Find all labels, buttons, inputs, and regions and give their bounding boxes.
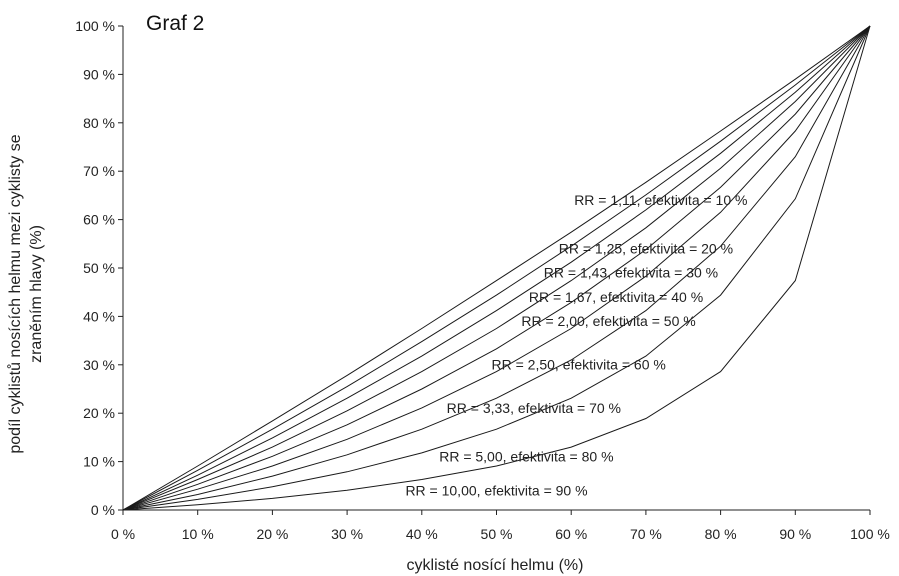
y-tick-label: 20 % [83, 405, 115, 421]
series-line [122, 25, 871, 511]
series-label: RR = 5,00, efektivita = 80 % [439, 449, 613, 465]
x-tick-label: 80 % [705, 526, 737, 542]
series-label: RR = 3,33, efektivita = 70 % [447, 400, 621, 416]
y-axis-title-line-2: zraněním hlavy (%) [28, 225, 45, 363]
x-tick-label: 40 % [406, 526, 438, 542]
series-label: RR = 10,00, efektivita = 90 % [405, 482, 587, 498]
x-tick-label: 0 % [111, 526, 135, 542]
series-line [122, 25, 871, 511]
y-tick-label: 0 % [91, 502, 115, 518]
series-labels: RR = 1,11, efektivita = 10 % RR = 1,25, e… [405, 192, 747, 498]
series-label: RR = 1,43, efektivita = 30 % [544, 265, 718, 281]
x-tick-label: 30 % [331, 526, 363, 542]
y-tick-label: 40 % [83, 308, 115, 324]
y-tick-label: 60 % [83, 212, 115, 228]
series-line [122, 25, 871, 511]
y-tick-label: 90 % [83, 66, 115, 82]
series-lines [122, 25, 871, 511]
series-label: RR = 1,67, efektivita = 40 % [529, 289, 703, 305]
series-line [122, 25, 871, 511]
x-tick-label: 20 % [256, 526, 288, 542]
y-tick-label: 100 % [75, 18, 115, 34]
series-label: RR = 1,25, efektivita = 20 % [559, 240, 733, 256]
y-tick-label: 80 % [83, 115, 115, 131]
y-tick-label: 70 % [83, 163, 115, 179]
x-tick-label: 50 % [481, 526, 513, 542]
series-line [122, 25, 871, 511]
series-line [122, 25, 871, 511]
x-axis-title: cyklisté nosící helmu (%) [407, 557, 584, 574]
x-tick-label: 10 % [182, 526, 214, 542]
y-tick-label: 10 % [83, 454, 115, 470]
x-tick-label: 60 % [555, 526, 587, 542]
series-label: RR = 2,50, efektivita = 60 % [492, 357, 666, 373]
y-tick-label: 30 % [83, 357, 115, 373]
x-tick-label: 100 % [850, 526, 890, 542]
series-label: RR = 1,11, efektivita = 10 % [574, 192, 747, 208]
series-label: RR = 2,00, efektivita = 50 % [521, 313, 695, 329]
y-tick-label: 50 % [83, 260, 115, 276]
x-tick-label: 90 % [779, 526, 811, 542]
series-line [122, 25, 871, 511]
series-line [122, 25, 871, 511]
chart-title: Graf 2 [146, 12, 204, 35]
y-axis-title-line-1: podíl cyklistů nosících helmu mezi cykli… [6, 134, 24, 453]
x-tick-label: 70 % [630, 526, 662, 542]
series-line [122, 25, 871, 511]
axes: 0 % 10 % 20 % 30 % 40 % 50 % 60 % 70 % 80 % 90 % 1… [75, 18, 890, 542]
